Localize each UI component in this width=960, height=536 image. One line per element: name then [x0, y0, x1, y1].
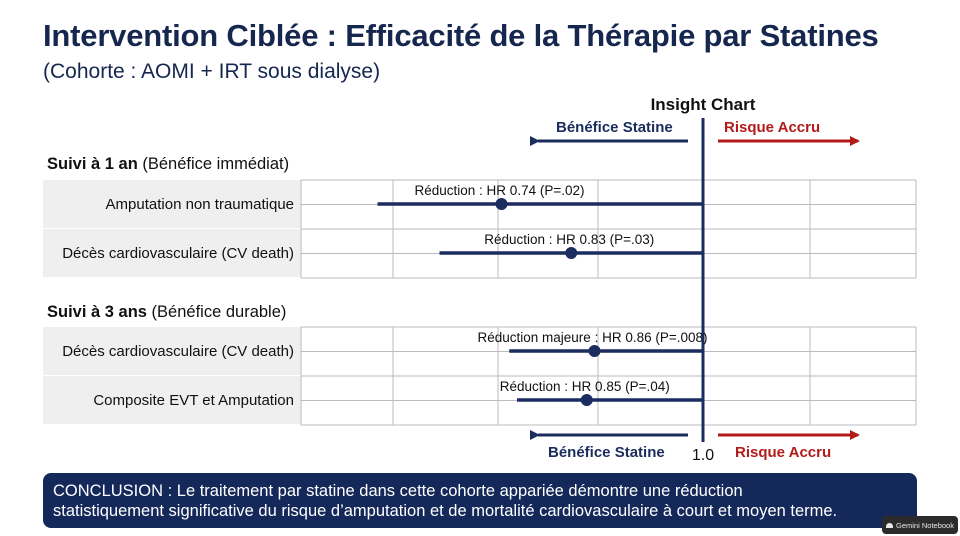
- hr-point: [495, 198, 508, 210]
- marks-layer: Réduction : HR 0.74 (P=.02) Réduction : H…: [377, 183, 708, 406]
- page-subtitle: (Cohorte : AOMI + IRT sous dialyse): [43, 60, 381, 83]
- hr-annotation: Réduction : HR 0.74 (P=.02): [415, 183, 585, 198]
- section-title-1yr-rest: (Bénéfice immédiat): [137, 155, 290, 173]
- hr-point: [580, 394, 593, 406]
- section-title-1yr: Suivi à 1 an (Bénéfice immédiat): [47, 155, 289, 174]
- gemini-notebook-badge[interactable]: Gemini Notebook: [882, 516, 958, 534]
- risk-label-bottom: Risque Accru: [735, 444, 831, 461]
- hr-point: [565, 247, 578, 259]
- risk-label-top: Risque Accru: [724, 119, 821, 136]
- section-title-3yr-rest: (Bénéfice durable): [146, 303, 287, 321]
- row-background: [43, 229, 301, 277]
- row-background: [43, 180, 301, 228]
- conclusion-line-1: CONCLUSION : Le traitement par statine d…: [53, 482, 743, 500]
- hr-annotation: Réduction majeure : HR 0.86 (P=.008): [478, 330, 708, 345]
- badge-label: Gemini Notebook: [896, 520, 954, 530]
- section-title-1yr-bold: Suivi à 1 an: [47, 155, 138, 173]
- direction-arrows: [530, 136, 860, 440]
- row-label-cvdeath-3yr: Décès cardiovasculaire (CV death): [62, 343, 294, 360]
- conclusion-box: CONCLUSION : Le traitement par statine d…: [43, 473, 917, 528]
- reference-tick-label: 1.0: [692, 447, 714, 464]
- hr-annotation: Réduction : HR 0.85 (P=.04): [500, 379, 670, 394]
- benefit-label-bottom: Bénéfice Statine: [548, 444, 665, 461]
- hr-annotation: Réduction : HR 0.83 (P=.03): [484, 232, 654, 247]
- chart-title: Insight Chart: [650, 95, 756, 114]
- section-title-3yr-bold: Suivi à 3 ans: [47, 303, 147, 321]
- row-label-amputation-1yr: Amputation non traumatique: [105, 196, 294, 213]
- benefit-label-top: Bénéfice Statine: [556, 119, 673, 136]
- row-label-composite-3yr: Composite EVT et Amputation: [93, 392, 294, 409]
- conclusion-line-2: statistiquement significative du risque …: [53, 502, 838, 520]
- page-title: Intervention Ciblée : Efficacité de la T…: [43, 18, 879, 53]
- section-title-3yr: Suivi à 3 ans (Bénéfice durable): [47, 303, 286, 322]
- row-label-cvdeath-1yr: Décès cardiovasculaire (CV death): [62, 245, 294, 262]
- row-background: [43, 327, 301, 375]
- row-background: [43, 376, 301, 424]
- notebook-icon: [886, 522, 894, 528]
- hr-point: [588, 345, 601, 357]
